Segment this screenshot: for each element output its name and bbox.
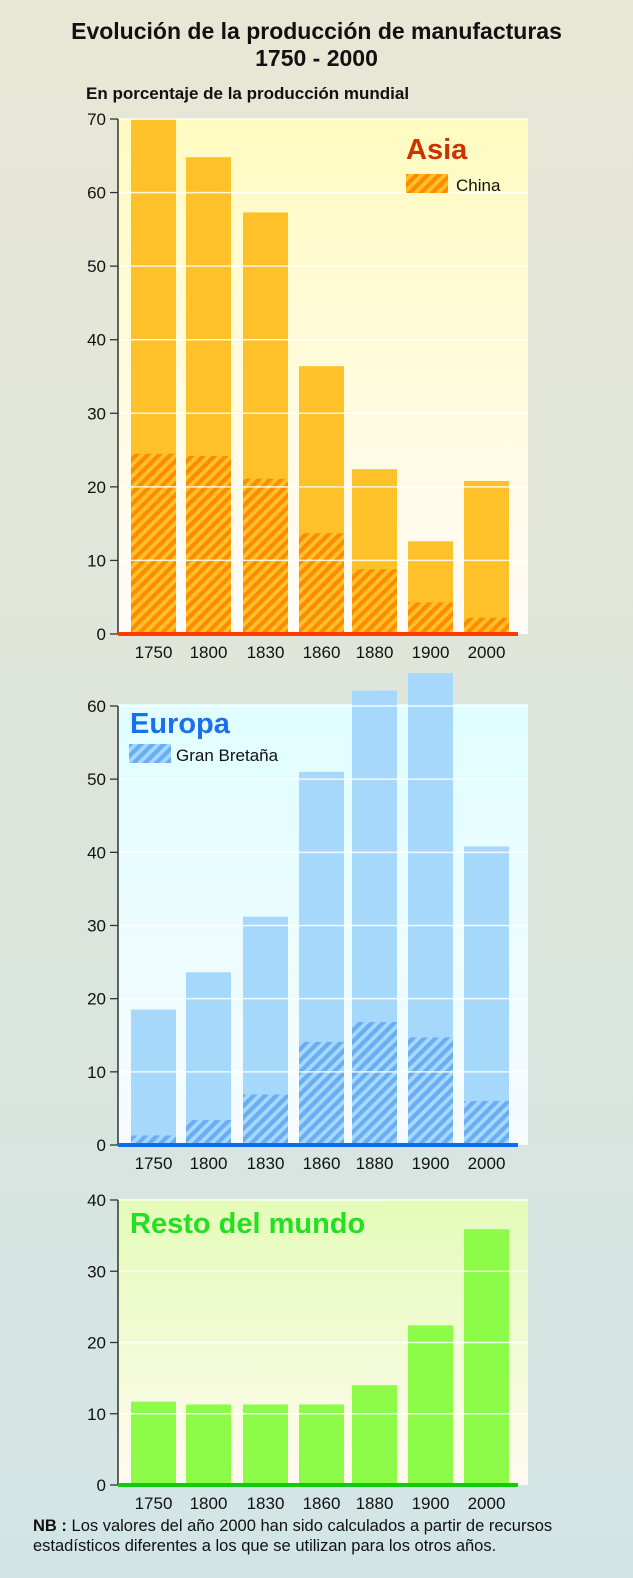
bar-china-2000 bbox=[464, 617, 509, 634]
legend-label: China bbox=[456, 176, 501, 195]
y-tick-label: 50 bbox=[87, 257, 106, 276]
chart-title-years: 1750 - 2000 bbox=[255, 45, 378, 71]
bar-china-1800 bbox=[186, 455, 231, 634]
x-tick-label: 1860 bbox=[303, 1494, 341, 1513]
x-tick-label: 1900 bbox=[412, 1494, 450, 1513]
panel-title: Asia bbox=[406, 134, 468, 166]
x-tick-label: 1880 bbox=[356, 1154, 394, 1173]
y-tick-label: 10 bbox=[87, 1405, 106, 1424]
bar-china-1860 bbox=[299, 533, 344, 634]
legend-swatch-gran-bretana bbox=[129, 744, 171, 763]
panel-asia: 1750 1800 1830 1860 1880 1900 2000 0 10 20 30 40 50 6… bbox=[87, 110, 528, 662]
x-tick-label: 1800 bbox=[190, 643, 228, 662]
panel-title: Europa bbox=[130, 708, 231, 740]
x-tick-label: 1880 bbox=[356, 1494, 394, 1513]
x-tick-label: 1860 bbox=[303, 1154, 341, 1173]
x-tick-label: 1900 bbox=[412, 1154, 450, 1173]
bar-resto-del-mundo-1800 bbox=[186, 1404, 231, 1485]
y-tick-label: 60 bbox=[87, 697, 106, 716]
bar-resto-del-mundo-1750 bbox=[131, 1401, 176, 1485]
y-tick-label: 40 bbox=[87, 1191, 106, 1210]
bar-europa-1800 bbox=[186, 972, 231, 1145]
bar-resto-del-mundo-1900 bbox=[408, 1325, 453, 1485]
x-tick-label: 1880 bbox=[356, 643, 394, 662]
y-tick-label: 30 bbox=[87, 1262, 106, 1281]
bar-china-1750 bbox=[131, 453, 176, 634]
bar-asia-2000 bbox=[464, 480, 509, 634]
panel-title: Resto del mundo bbox=[130, 1208, 365, 1240]
bar-gran-bretaña-1880 bbox=[352, 1022, 397, 1145]
bar-china-1880 bbox=[352, 569, 397, 634]
chart-title: Evolución de la producción de manufactur… bbox=[71, 18, 562, 44]
bar-china-1900 bbox=[408, 602, 453, 634]
bar-europa-1750 bbox=[131, 1009, 176, 1145]
footnote: NB : Los valores del año 2000 han sido c… bbox=[33, 1516, 623, 1556]
footnote-label: NB : bbox=[33, 1517, 67, 1535]
y-tick-label: 10 bbox=[87, 551, 106, 570]
x-tick-label: 1830 bbox=[247, 1154, 285, 1173]
panel-europa: 1750 1800 1830 1860 1880 1900 2000 0 10 20 30 40 50 6… bbox=[87, 673, 528, 1173]
bar-resto-del-mundo-1880 bbox=[352, 1385, 397, 1485]
chart-subtitle: En porcentaje de la producción mundial bbox=[86, 84, 410, 103]
legend-swatch-china bbox=[406, 174, 448, 193]
x-tick-label: 1750 bbox=[135, 643, 173, 662]
x-tick-label: 1900 bbox=[412, 643, 450, 662]
x-tick-label: 1830 bbox=[247, 643, 285, 662]
y-tick-label: 20 bbox=[87, 1334, 106, 1353]
y-tick-label: 40 bbox=[87, 331, 106, 350]
bar-gran-bretaña-2000 bbox=[464, 1101, 509, 1145]
footnote-text: Los valores del año 2000 han sido calcul… bbox=[33, 1517, 553, 1555]
panel-resto-del-mundo: 1750 1800 1830 1860 1880 1900 2000 0 10 20 30 40 Res… bbox=[87, 1191, 528, 1513]
y-tick-label: 40 bbox=[87, 843, 106, 862]
bar-resto-del-mundo-2000 bbox=[464, 1229, 509, 1485]
y-tick-label: 60 bbox=[87, 184, 106, 203]
x-tick-label: 1800 bbox=[190, 1494, 228, 1513]
bar-resto-del-mundo-1860 bbox=[299, 1404, 344, 1485]
x-tick-label: 2000 bbox=[468, 1494, 506, 1513]
y-tick-label: 0 bbox=[97, 1476, 106, 1495]
y-tick-label: 50 bbox=[87, 770, 106, 789]
x-tick-label: 2000 bbox=[468, 1154, 506, 1173]
bar-gran-bretaña-1860 bbox=[299, 1041, 344, 1145]
bar-europa-2000 bbox=[464, 846, 509, 1145]
bar-china-1830 bbox=[243, 478, 288, 634]
y-tick-label: 10 bbox=[87, 1063, 106, 1082]
x-tick-label: 1750 bbox=[135, 1154, 173, 1173]
x-tick-label: 1800 bbox=[190, 1154, 228, 1173]
bar-gran-bretaña-1900 bbox=[408, 1037, 453, 1145]
bar-gran-bretaña-1800 bbox=[186, 1120, 231, 1145]
x-tick-label: 1860 bbox=[303, 643, 341, 662]
bar-resto-del-mundo-1830 bbox=[243, 1404, 288, 1485]
bar-gran-bretaña-1750 bbox=[131, 1135, 176, 1145]
legend-label: Gran Bretaña bbox=[176, 746, 279, 765]
x-tick-label: 1750 bbox=[135, 1494, 173, 1513]
y-tick-label: 0 bbox=[97, 1136, 106, 1155]
y-tick-label: 20 bbox=[87, 478, 106, 497]
x-tick-label: 2000 bbox=[468, 643, 506, 662]
y-tick-label: 0 bbox=[97, 625, 106, 644]
y-tick-label: 70 bbox=[87, 110, 106, 129]
y-tick-label: 30 bbox=[87, 404, 106, 423]
x-tick-label: 1830 bbox=[247, 1494, 285, 1513]
bar-gran-bretaña-1830 bbox=[243, 1094, 288, 1145]
y-tick-label: 20 bbox=[87, 990, 106, 1009]
y-tick-label: 30 bbox=[87, 917, 106, 936]
